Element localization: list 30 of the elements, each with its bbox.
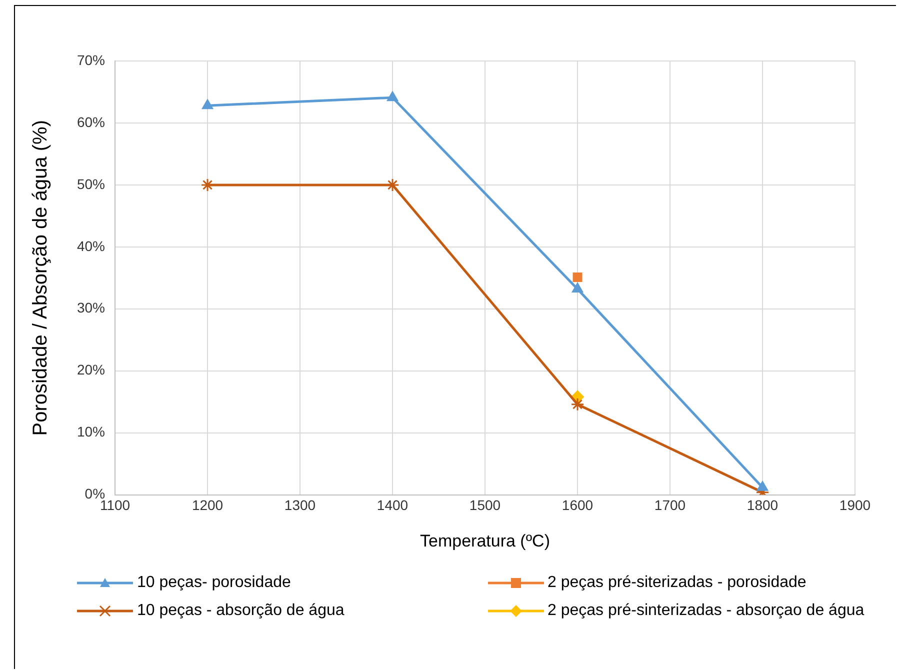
point [756,480,768,491]
x-tick-label: 1300 [284,497,316,514]
y-tick-label: 20% [76,362,106,378]
point [200,178,214,192]
legend-label: 10 peças- porosidade [137,574,291,592]
point [570,398,584,412]
point [386,91,398,102]
y-tick-label: 60% [76,114,106,130]
x-tick-label: 1600 [562,497,594,514]
point [572,272,582,282]
x-tick-label: 1200 [192,497,224,514]
y-tick-label: 40% [76,238,106,254]
point [572,282,584,293]
x-tick-label: 1100 [100,497,130,514]
x-tick-label: 1400 [376,497,408,514]
point [386,178,400,192]
y-tick-label: 30% [76,300,106,316]
y-axis-title: Porosidade / Absorção de água (%) [30,120,52,436]
point [202,99,214,110]
legend-label: 2 peças pré-siterizadas - porosidade [548,574,806,592]
y-tick-label: 70% [76,52,106,68]
x-tick-label: 1500 [469,497,501,514]
x-tick-label: 1800 [746,497,778,514]
y-tick-label: 50% [76,176,106,192]
legend-label: 2 peças pré-sinterizadas - absorçao de água [548,602,864,620]
x-axis-title: Temperatura (ºC) [420,531,550,550]
y-tick-label: 10% [76,424,106,440]
x-tick-label: 1700 [654,497,686,514]
legend-label: 10 peças - absorção de água [137,602,344,620]
x-tick-label: 1900 [839,497,871,514]
